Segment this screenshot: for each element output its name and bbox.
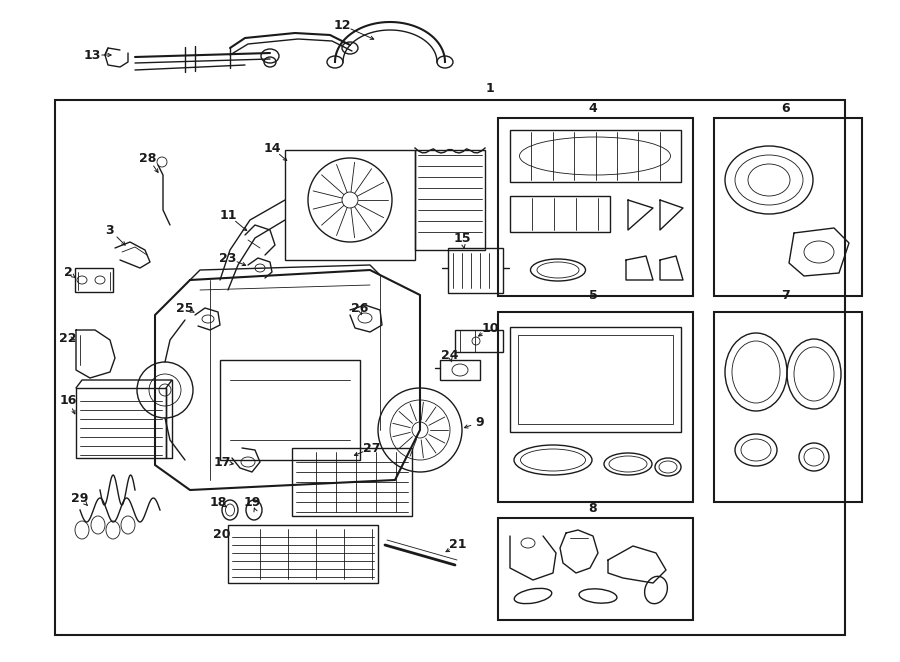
Bar	[498, 518, 693, 620]
Text: 23: 23	[220, 252, 237, 265]
Text: 25: 25	[176, 301, 194, 314]
Text: 3: 3	[105, 224, 114, 236]
Text: 21: 21	[449, 538, 467, 551]
Bar	[55, 100, 845, 635]
Bar	[714, 312, 862, 502]
Text: 17: 17	[213, 455, 230, 469]
Bar	[714, 118, 862, 296]
Bar	[498, 118, 693, 296]
Text: 8: 8	[589, 502, 598, 514]
Text: 9: 9	[476, 416, 484, 428]
Bar	[448, 248, 503, 293]
Bar	[285, 150, 415, 260]
Text: 14: 14	[263, 142, 281, 154]
Text: 26: 26	[351, 301, 369, 314]
Text: 7: 7	[781, 289, 790, 301]
Bar	[518, 335, 673, 424]
Text: 16: 16	[59, 393, 76, 406]
Bar	[292, 448, 412, 516]
Text: 12: 12	[333, 19, 351, 32]
Bar	[455, 330, 503, 352]
Bar	[76, 388, 166, 458]
Bar	[228, 525, 378, 583]
Text: 18: 18	[210, 495, 227, 508]
Text: 4: 4	[589, 101, 598, 115]
Text: 27: 27	[364, 442, 381, 455]
Bar	[510, 327, 681, 432]
Text: 22: 22	[59, 332, 76, 344]
Bar	[220, 360, 360, 460]
Text: 13: 13	[84, 48, 101, 62]
Bar	[440, 360, 480, 380]
Text: 10: 10	[482, 322, 499, 334]
Text: 6: 6	[782, 101, 790, 115]
Text: 11: 11	[220, 209, 237, 222]
Bar	[75, 268, 113, 292]
Bar	[415, 150, 485, 250]
Bar	[498, 312, 693, 502]
Text: 2: 2	[64, 265, 72, 279]
Text: 15: 15	[454, 232, 471, 244]
Text: 19: 19	[243, 495, 261, 508]
Text: 20: 20	[213, 528, 230, 542]
Bar	[510, 196, 610, 232]
Bar	[510, 130, 681, 182]
Text: 5: 5	[589, 289, 598, 301]
Text: 28: 28	[140, 152, 157, 164]
Text: 24: 24	[441, 348, 459, 361]
Text: 29: 29	[71, 491, 89, 504]
Text: 1: 1	[486, 81, 494, 95]
